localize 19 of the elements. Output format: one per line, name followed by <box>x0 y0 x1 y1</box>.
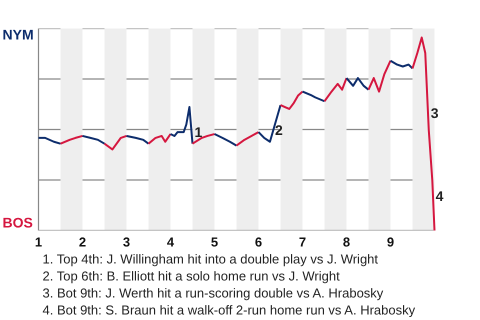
x-tick-label: 4 <box>166 234 175 250</box>
x-tick-label: 3 <box>122 234 130 250</box>
x-tick-label: 1 <box>34 234 42 250</box>
x-tick-label: 7 <box>298 234 306 250</box>
text: 1. Top 4th: J. Willingham hit into a double play vs J. Wright <box>42 252 378 266</box>
annotation: 3 <box>430 104 439 121</box>
annotation: 2 <box>275 122 284 138</box>
x-tick-label: 2 <box>78 234 86 250</box>
text: 4. Bot 9th: S. Braun hit a walk-off 2-run home run vs A. Hrabosky <box>42 302 416 318</box>
text: 3. Bot 9th: J. Werth hit a run-scoring double vs A. Hrabosky <box>42 286 384 300</box>
annotation: 4 <box>436 188 444 204</box>
text: 2. Top 6th: B. Elliott hit a solo home run vs J. Wright <box>42 268 340 284</box>
text: BOS <box>2 214 33 230</box>
text: NYM <box>2 26 34 42</box>
x-tick-label: 8 <box>342 234 350 250</box>
x-tick-label: 5 <box>210 234 218 250</box>
annotation: 1 <box>194 124 202 140</box>
x-tick-label: 6 <box>254 234 262 250</box>
x-tick-label: 9 <box>386 234 394 250</box>
